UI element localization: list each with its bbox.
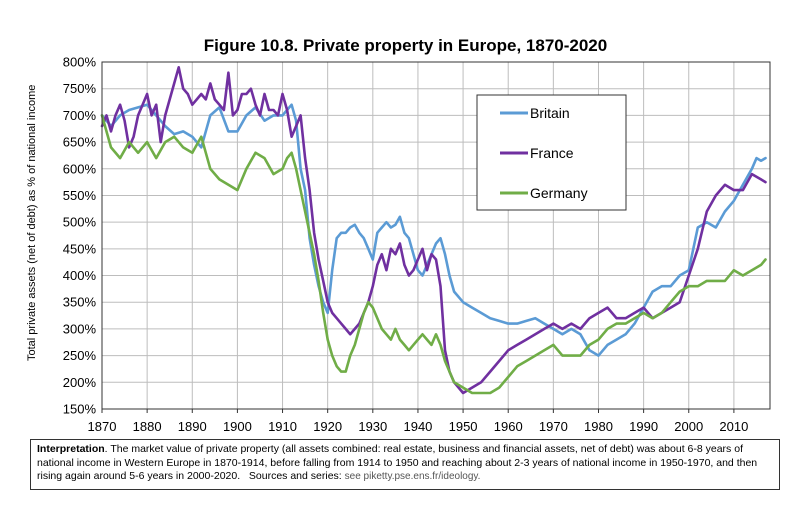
x-tick-label: 1960 [494,419,523,434]
interpretation-note: Interpretation. The market value of priv… [30,439,780,490]
series-lines [100,66,767,395]
y-tick-label: 200% [63,375,97,390]
legend-label-france: France [530,145,574,161]
sources-link[interactable]: see piketty.pse.ens.fr/ideology. [344,471,481,483]
y-tick-label: 750% [63,81,97,96]
y-tick-label: 350% [63,295,97,310]
y-tick-label: 300% [63,321,97,336]
line-chart: 150% 200% 250% 300% 350% 400% 450% 500% 550% 600%… [63,55,771,434]
plot-frame [101,61,771,410]
x-tick-label: 1910 [268,419,297,434]
y-tick-label: 500% [63,215,97,230]
x-tick-label: 1900 [223,419,252,434]
y-tick-label: 550% [63,188,97,203]
series-line-france [100,66,767,395]
y-tick-label: 700% [63,108,97,123]
x-tick-label: 1940 [403,419,432,434]
x-tick-label: 1920 [313,419,342,434]
legend-label-britain: Britain [530,105,570,121]
sources-label: Sources and series: [248,470,342,483]
x-tick-label: 1930 [358,419,387,434]
y-tick-label: 450% [63,241,97,256]
interpretation-text: . The market value of private property (… [37,443,758,483]
x-tick-label: 1880 [133,419,162,434]
y-tick-label: 600% [63,161,97,176]
x-tick-label: 1890 [178,419,207,434]
y-tick-label: 150% [63,402,97,417]
grid-lines [101,61,770,413]
x-tick-label: 1980 [584,419,613,434]
y-tick-labels: 150% 200% 250% 300% 350% 400% 450% 500% 550% 600%… [63,55,97,417]
legend-label-germany: Germany [530,185,588,201]
x-tick-label: 1970 [539,419,568,434]
y-tick-label: 800% [63,55,97,70]
y-tick-label: 650% [63,135,97,150]
x-tick-labels: 1870 1880 1890 1900 1910 1920 1930 1940 1950 1960… [88,419,749,434]
legend: Britain France Germany [476,94,627,211]
x-tick-label: 1990 [629,419,658,434]
x-tick-label: 2010 [719,419,748,434]
x-tick-label: 2000 [674,419,703,434]
chart-title: Figure 10.8. Private property in Europe,… [203,36,608,55]
series-line-germany [100,114,767,395]
x-tick-label: 1950 [449,419,478,434]
y-tick-label: 400% [63,268,97,283]
interpretation-label: Interpretation [37,443,105,455]
y-tick-label: 250% [63,348,97,363]
x-tick-label: 1870 [88,419,117,434]
